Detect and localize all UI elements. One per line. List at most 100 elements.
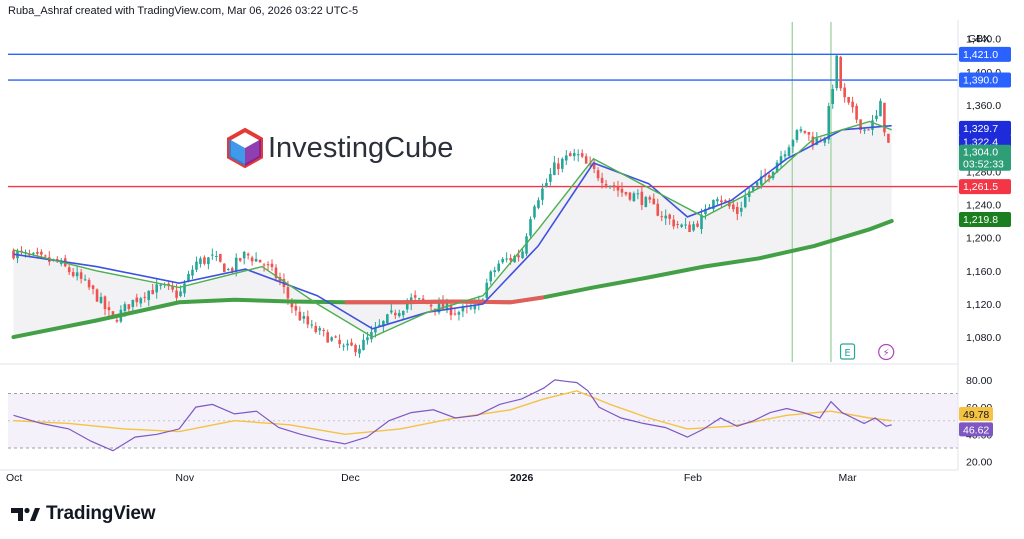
ma-tag-1219: 1,219.8 xyxy=(963,214,998,226)
candle-body xyxy=(374,327,377,333)
candle-body xyxy=(298,311,302,321)
candle-body xyxy=(648,197,652,200)
price-tick-label: 1,080.0 xyxy=(966,332,1001,344)
price-tick-label: 1,120.0 xyxy=(966,299,1001,311)
candle-body xyxy=(143,296,147,298)
rsi-line xyxy=(13,379,892,452)
candle-body xyxy=(660,216,664,218)
candle-body xyxy=(290,300,294,308)
candle-body xyxy=(382,320,385,327)
candle-body xyxy=(787,147,791,157)
candle-body xyxy=(564,155,568,161)
candle-body xyxy=(266,264,270,266)
rsi-value-tag: 46.62 xyxy=(963,424,989,436)
candle-body xyxy=(795,130,799,140)
candle-body xyxy=(358,348,361,354)
candle-body xyxy=(791,140,795,147)
candle-body xyxy=(370,331,373,340)
candle-body xyxy=(473,304,477,310)
candle-body xyxy=(199,258,202,264)
level-tag-1261: 1,261.5 xyxy=(963,181,998,193)
candle-body xyxy=(823,137,827,143)
candle-body xyxy=(839,56,842,89)
tradingview-logo[interactable]: TradingView xyxy=(10,503,156,525)
candle-body xyxy=(111,311,115,318)
candle-body xyxy=(314,326,318,333)
candle-body xyxy=(712,199,715,210)
candle-body xyxy=(672,219,675,227)
candle-body xyxy=(557,163,560,170)
price-axis[interactable]: GBX 1,440.01,400.01,360.01,320.01,280.01… xyxy=(0,20,1011,484)
candle-body xyxy=(739,207,743,212)
candle-body xyxy=(83,279,87,281)
candle-body xyxy=(366,337,369,341)
candle-body xyxy=(688,224,691,232)
candle-body xyxy=(258,259,262,263)
price-panel[interactable]: E ⚡ xyxy=(8,22,958,362)
candle-body xyxy=(676,224,679,226)
candle-body xyxy=(545,182,548,187)
candle-body xyxy=(211,254,214,256)
price-tick-label: 1,360.0 xyxy=(966,100,1001,112)
candle-body xyxy=(732,204,735,210)
candle-body xyxy=(700,214,703,230)
candle-body xyxy=(561,158,564,169)
candle-body xyxy=(751,185,755,191)
candle-body xyxy=(616,186,620,191)
candle-body xyxy=(179,291,182,296)
candle-body xyxy=(807,132,811,135)
candle-body xyxy=(20,250,23,252)
candle-body xyxy=(350,342,353,346)
candle-body xyxy=(437,302,441,313)
candle-body xyxy=(580,153,584,157)
rsi-ma-line xyxy=(13,390,892,436)
candle-body xyxy=(684,224,687,226)
dividend-marker xyxy=(878,343,895,361)
tradingview-icon xyxy=(11,507,40,521)
candle-body xyxy=(704,208,707,214)
candle-body xyxy=(489,271,493,282)
candle-body xyxy=(549,173,552,182)
level-tag-1421: 1,421.0 xyxy=(963,49,998,61)
candle-body xyxy=(75,272,79,277)
candle-body xyxy=(696,223,699,227)
rsi-tag-bg xyxy=(959,407,993,422)
candle-body xyxy=(505,258,508,260)
level-tag-1390: 1,390.0 xyxy=(963,75,998,87)
candle-body xyxy=(851,101,854,108)
candle-body xyxy=(755,182,759,186)
candle-body xyxy=(517,255,520,258)
candle-body xyxy=(759,176,763,185)
candle-body xyxy=(318,328,322,331)
candle-body xyxy=(191,269,194,276)
candle-body xyxy=(302,316,306,319)
candle-body xyxy=(521,251,524,259)
candle-body xyxy=(175,290,178,298)
candle-body xyxy=(310,324,314,326)
candle-body xyxy=(608,185,612,187)
candle-body xyxy=(656,203,660,216)
candle-body xyxy=(322,330,326,332)
candle-body xyxy=(867,129,870,131)
candle-body xyxy=(887,133,890,143)
candle-body xyxy=(362,339,365,351)
candle-body xyxy=(87,280,91,288)
candle-body xyxy=(875,115,878,120)
candle-body xyxy=(95,289,99,302)
candle-body xyxy=(151,289,155,295)
time-tick-label: Mar xyxy=(838,472,857,484)
candle-body xyxy=(604,183,608,186)
ma-tag-1329: 1,329.7 xyxy=(963,123,998,135)
candle-body xyxy=(584,156,588,164)
candle-body xyxy=(234,257,238,272)
candle-body xyxy=(568,153,572,157)
candle-body xyxy=(171,286,174,290)
candle-body xyxy=(743,196,747,208)
price-tick-label: 1,440.0 xyxy=(966,34,1001,46)
candle-body xyxy=(127,304,131,310)
dividend-marker-label: ⚡ xyxy=(883,348,890,359)
last-price-tag: 1,304.0 xyxy=(963,147,998,159)
investingcube-watermark: InvestingCube xyxy=(227,127,453,169)
